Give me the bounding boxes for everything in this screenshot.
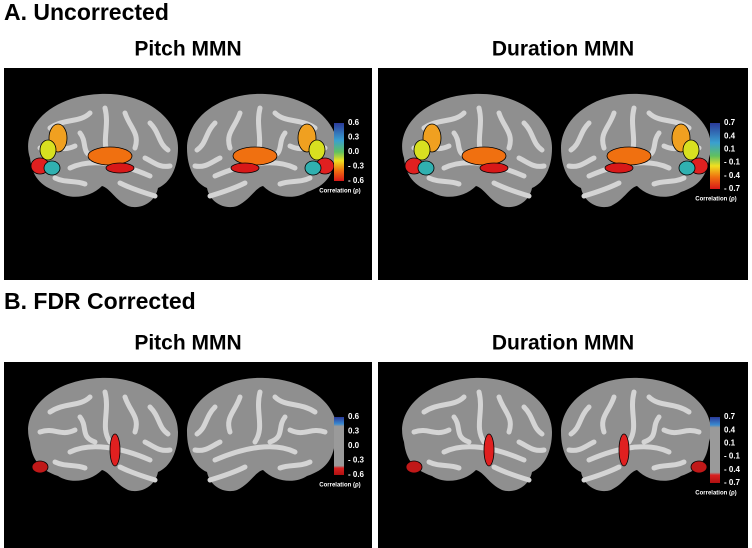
colorbar-tick: 0.0 <box>348 147 360 156</box>
roi <box>405 460 423 474</box>
colorbar-tick: 0.1 <box>724 145 736 154</box>
colorbar <box>710 123 720 189</box>
roi <box>39 139 57 161</box>
colorbar-tick: - 0.3 <box>348 162 365 171</box>
roi <box>682 139 700 161</box>
colorbar-tick: - 0.6 <box>348 470 365 479</box>
colorbar-tick: - 0.4 <box>724 171 741 180</box>
panel-title: Pitch MMN <box>134 332 241 355</box>
roi <box>479 162 509 174</box>
roi <box>304 160 322 176</box>
brain <box>561 378 711 491</box>
brain <box>402 94 552 207</box>
colorbar-label: Correlation (ρ) <box>695 197 736 203</box>
section-label: A. Uncorrected <box>4 0 169 25</box>
brain <box>402 378 552 491</box>
roi <box>604 162 634 174</box>
roi <box>413 139 431 161</box>
colorbar-tick: - 0.1 <box>724 158 741 167</box>
colorbar-tick: 0.7 <box>724 118 736 127</box>
colorbar-tick: 0.4 <box>724 131 736 140</box>
roi <box>618 433 630 467</box>
colorbar-tick: 0.3 <box>348 427 360 436</box>
roi <box>417 160 435 176</box>
roi <box>606 146 652 166</box>
panel-title: Duration MMN <box>492 332 634 355</box>
colorbar <box>334 123 344 181</box>
colorbar-tick: 0.4 <box>724 425 736 434</box>
roi <box>87 146 133 166</box>
roi <box>31 460 49 474</box>
colorbar-tick: - 0.4 <box>724 465 741 474</box>
colorbar-tick: - 0.3 <box>348 456 365 465</box>
brain <box>28 378 178 491</box>
colorbar-tick: - 0.1 <box>724 452 741 461</box>
panel-title: Duration MMN <box>492 38 634 61</box>
roi <box>230 162 260 174</box>
colorbar-label: Correlation (ρ) <box>695 491 736 497</box>
roi <box>678 160 696 176</box>
colorbar-tick: 0.0 <box>348 441 360 450</box>
panel-title: Pitch MMN <box>134 38 241 61</box>
roi <box>461 146 507 166</box>
roi <box>483 433 495 467</box>
colorbar-tick: - 0.7 <box>724 478 741 487</box>
roi <box>690 460 708 474</box>
section-label: B. FDR Corrected <box>4 288 196 314</box>
roi <box>308 139 326 161</box>
colorbar <box>334 417 344 475</box>
brain <box>561 94 711 207</box>
colorbar-tick: 0.3 <box>348 133 360 142</box>
colorbar-tick: 0.1 <box>724 439 736 448</box>
brain <box>28 94 178 207</box>
colorbar-tick: - 0.6 <box>348 176 365 185</box>
colorbar-tick: 0.6 <box>348 118 360 127</box>
roi <box>43 160 61 176</box>
roi <box>232 146 278 166</box>
roi <box>105 162 135 174</box>
colorbar-label: Correlation (ρ) <box>319 189 360 195</box>
colorbar-tick: 0.7 <box>724 412 736 421</box>
colorbar-tick: - 0.7 <box>724 184 741 193</box>
colorbar-tick: 0.6 <box>348 412 360 421</box>
roi <box>109 433 121 467</box>
colorbar <box>710 417 720 483</box>
colorbar-label: Correlation (ρ) <box>319 483 360 489</box>
brain <box>187 94 337 207</box>
